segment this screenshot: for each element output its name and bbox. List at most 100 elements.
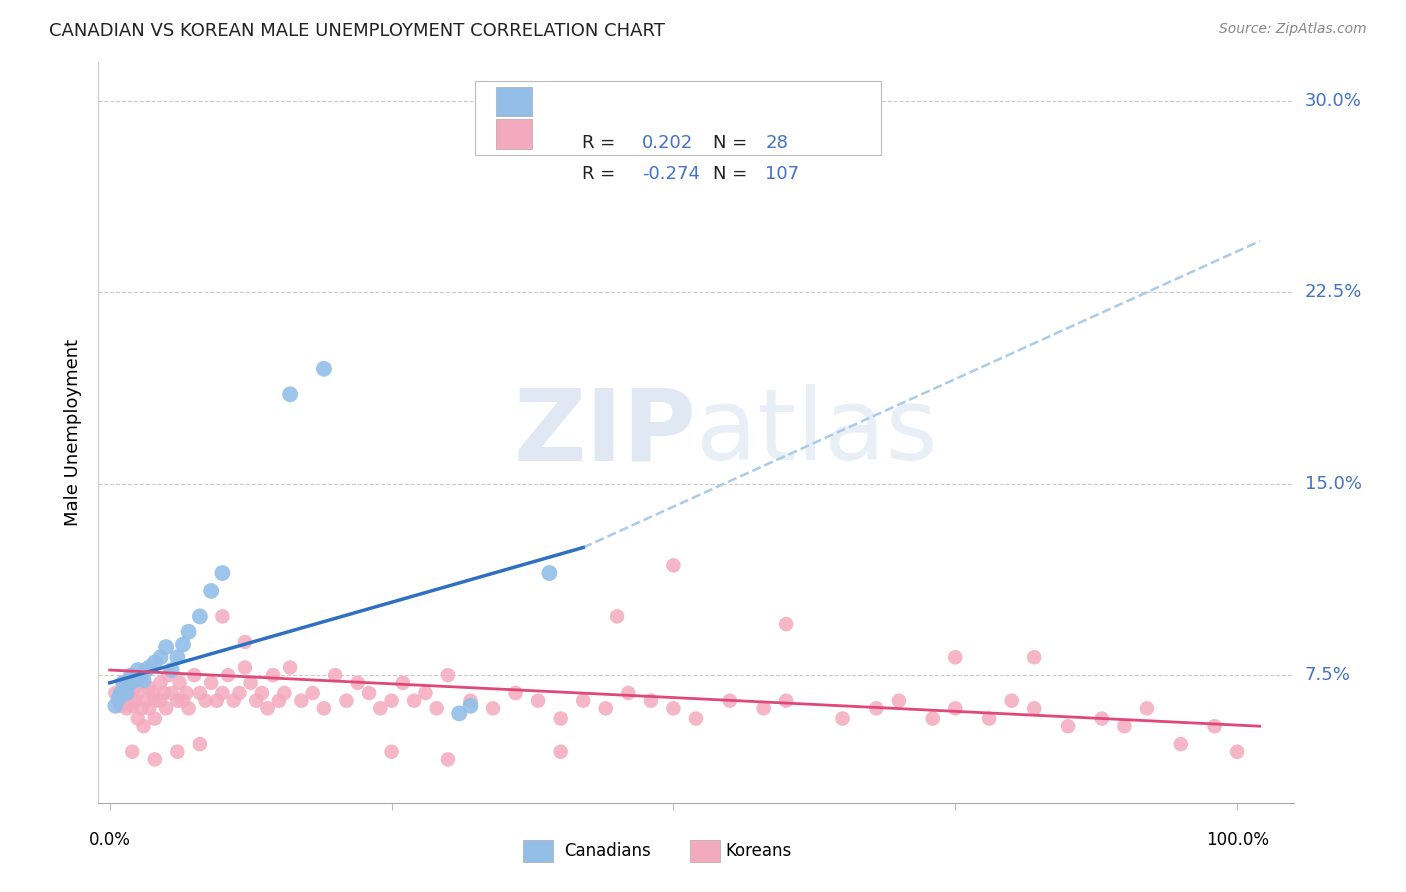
Point	[865, 701, 887, 715]
Point	[155, 640, 177, 654]
Point	[166, 745, 188, 759]
Point	[132, 675, 155, 690]
Point	[157, 668, 180, 682]
Point	[177, 624, 200, 639]
Point	[1001, 694, 1024, 708]
Point	[149, 694, 172, 708]
Text: atlas: atlas	[696, 384, 938, 481]
Point	[595, 701, 617, 715]
Point	[831, 712, 853, 726]
Point	[505, 686, 527, 700]
Point	[233, 660, 256, 674]
Point	[115, 686, 138, 700]
Point	[124, 694, 146, 708]
FancyBboxPatch shape	[475, 81, 882, 155]
Point	[169, 675, 191, 690]
Point	[143, 656, 166, 670]
Point	[346, 675, 368, 690]
Point	[211, 686, 233, 700]
Point	[233, 635, 256, 649]
Y-axis label: Male Unemployment: Male Unemployment	[65, 339, 83, 526]
Point	[278, 387, 301, 401]
Point	[127, 712, 149, 726]
Point	[104, 686, 127, 700]
Point	[527, 694, 550, 708]
Point	[662, 701, 685, 715]
Point	[460, 698, 482, 713]
Point	[110, 698, 132, 713]
Point	[662, 558, 685, 573]
Point	[685, 712, 707, 726]
Point	[143, 752, 166, 766]
Point	[135, 663, 157, 677]
Point	[775, 694, 797, 708]
FancyBboxPatch shape	[496, 120, 533, 149]
Point	[550, 712, 572, 726]
Point	[129, 668, 152, 682]
Text: R =: R =	[582, 165, 621, 183]
Point	[392, 675, 415, 690]
Point	[273, 686, 295, 700]
FancyBboxPatch shape	[523, 840, 553, 862]
Point	[943, 650, 966, 665]
Point	[115, 701, 138, 715]
Point	[107, 694, 129, 708]
Point	[1024, 701, 1046, 715]
Text: 7.5%: 7.5%	[1305, 666, 1351, 684]
Point	[606, 609, 628, 624]
Point	[211, 609, 233, 624]
Text: R =: R =	[582, 135, 627, 153]
Point	[138, 681, 160, 695]
Point	[132, 673, 155, 688]
Text: 28: 28	[765, 135, 789, 153]
Point	[482, 701, 505, 715]
Point	[160, 663, 183, 677]
Point	[200, 675, 222, 690]
Point	[124, 673, 146, 688]
Point	[115, 686, 138, 700]
Point	[267, 694, 290, 708]
Point	[245, 694, 267, 708]
Point	[718, 694, 741, 708]
Point	[183, 668, 205, 682]
Point	[135, 694, 157, 708]
Point	[572, 694, 595, 708]
Text: ZIP: ZIP	[513, 384, 696, 481]
Point	[550, 745, 572, 759]
Point	[118, 668, 141, 682]
Point	[460, 694, 482, 708]
Text: Koreans: Koreans	[725, 842, 792, 860]
Text: 0.0%: 0.0%	[89, 830, 131, 848]
Point	[921, 712, 943, 726]
Point	[194, 694, 217, 708]
Point	[449, 706, 471, 721]
Point	[943, 701, 966, 715]
Point	[1170, 737, 1192, 751]
Text: 107: 107	[765, 165, 800, 183]
Text: -0.274: -0.274	[643, 165, 700, 183]
Point	[160, 686, 183, 700]
Text: Canadians: Canadians	[565, 842, 651, 860]
Text: CANADIAN VS KOREAN MALE UNEMPLOYMENT CORRELATION CHART: CANADIAN VS KOREAN MALE UNEMPLOYMENT COR…	[49, 22, 665, 40]
Point	[110, 686, 132, 700]
Point	[239, 675, 262, 690]
Point	[335, 694, 357, 708]
Point	[437, 668, 460, 682]
Point	[104, 698, 127, 713]
Point	[112, 675, 135, 690]
Point	[138, 660, 160, 674]
Text: 15.0%: 15.0%	[1305, 475, 1361, 492]
Point	[380, 694, 402, 708]
Point	[752, 701, 775, 715]
Point	[380, 745, 402, 759]
Point	[1204, 719, 1226, 733]
Point	[143, 694, 166, 708]
Point	[404, 694, 426, 708]
Point	[172, 694, 194, 708]
Point	[188, 686, 211, 700]
FancyBboxPatch shape	[690, 840, 720, 862]
Point	[118, 675, 141, 690]
Point	[222, 694, 245, 708]
Point	[176, 686, 198, 700]
Point	[426, 701, 449, 715]
